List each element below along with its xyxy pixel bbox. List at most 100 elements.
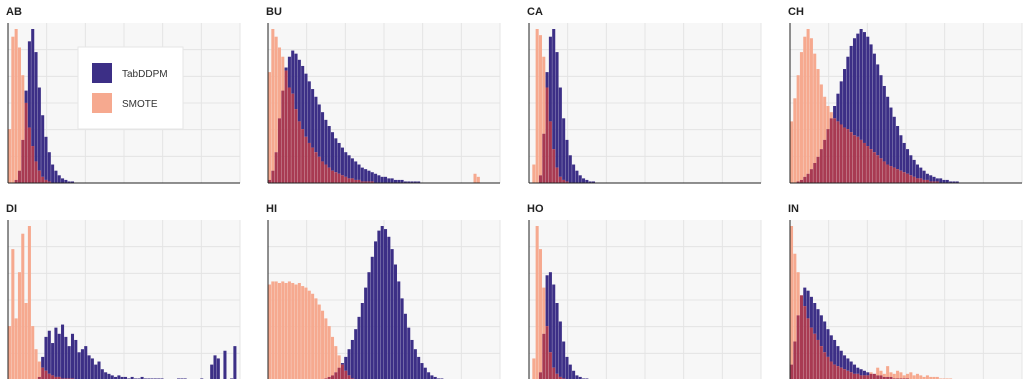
bar-smote	[324, 318, 328, 379]
bar-smote	[11, 249, 15, 379]
bar-tabddpm	[210, 364, 214, 379]
bar-tabddpm	[44, 136, 48, 180]
bar-tabddpm	[859, 369, 863, 376]
bar-overlap	[271, 170, 275, 183]
legend-box	[77, 46, 184, 130]
bar-tabddpm	[548, 272, 552, 353]
bar-tabddpm	[347, 155, 351, 179]
bar-tabddpm	[70, 181, 75, 183]
panel-ho: HO	[527, 203, 762, 379]
panel-hi: HI	[266, 203, 501, 379]
bar-tabddpm	[54, 327, 58, 377]
bar-tabddpm	[51, 164, 55, 183]
bar-tabddpm	[935, 178, 939, 182]
bar-smote	[274, 281, 278, 379]
bar-tabddpm	[407, 181, 411, 183]
bar-overlap	[935, 181, 939, 183]
bar-overlap	[852, 373, 857, 379]
bar-smote	[829, 112, 833, 119]
bar-overlap	[367, 181, 371, 183]
bar-tabddpm	[882, 85, 886, 162]
panel-di: DI	[6, 203, 241, 379]
bar-tabddpm	[84, 346, 88, 379]
bar-tabddpm	[294, 53, 298, 110]
bar-tabddpm	[47, 152, 51, 182]
bar-overlap	[843, 127, 847, 183]
bar-tabddpm	[51, 343, 55, 376]
bar-tabddpm	[955, 181, 959, 183]
bar-overlap	[287, 87, 291, 183]
bar-overlap	[809, 327, 813, 379]
bar-overlap	[347, 178, 351, 183]
bar-overlap	[27, 127, 31, 183]
bar-overlap	[819, 149, 823, 183]
bar-smote	[37, 361, 41, 377]
bar-tabddpm	[585, 179, 589, 183]
bar-overlap	[922, 179, 926, 183]
bar-smote	[274, 36, 278, 153]
bar-overlap	[829, 361, 833, 379]
bar-tabddpm	[360, 303, 364, 379]
bar-overlap	[324, 164, 328, 183]
histogram-bars	[268, 29, 480, 183]
bar-overlap	[839, 124, 843, 183]
bar-tabddpm	[354, 329, 358, 379]
bar-overlap	[330, 170, 335, 183]
bar-tabddpm	[849, 361, 853, 373]
bar-overlap	[879, 158, 883, 183]
bar-overlap	[281, 90, 285, 183]
bar-tabddpm	[836, 346, 840, 367]
bar-smote	[281, 56, 285, 91]
bar-tabddpm	[417, 356, 421, 379]
bar-tabddpm	[866, 36, 870, 147]
bar-smote	[906, 373, 910, 379]
bar-overlap	[826, 129, 830, 183]
bar-tabddpm	[839, 350, 843, 368]
bar-overlap	[849, 132, 853, 183]
bar-tabddpm	[347, 349, 351, 376]
bar-smote	[14, 29, 18, 180]
bar-tabddpm	[216, 358, 220, 379]
bar-overlap	[538, 175, 542, 183]
bar-tabddpm	[872, 53, 876, 153]
bar-tabddpm	[819, 315, 823, 347]
bar-overlap	[856, 373, 860, 379]
bar-tabddpm	[866, 372, 870, 376]
bar-smote	[925, 375, 929, 379]
bar-overlap	[925, 179, 929, 183]
bar-tabddpm	[552, 284, 556, 368]
panel-ca: CA	[527, 6, 762, 184]
bar-tabddpm	[377, 230, 381, 379]
bar-tabddpm	[337, 142, 341, 174]
bar-tabddpm	[393, 264, 397, 379]
bar-overlap	[823, 352, 827, 379]
bar-tabddpm	[562, 341, 566, 379]
bar-tabddpm	[344, 152, 348, 177]
bar-tabddpm	[324, 119, 328, 165]
bar-smote	[876, 367, 880, 376]
bar-tabddpm	[400, 179, 404, 183]
bar-tabddpm	[413, 181, 417, 183]
bar-tabddpm	[367, 170, 371, 182]
bar-smote	[793, 253, 797, 342]
bar-tabddpm	[104, 372, 108, 379]
bar-overlap	[344, 370, 348, 379]
bar-tabddpm	[90, 358, 94, 379]
bar-tabddpm	[852, 364, 857, 374]
bar-smote	[337, 355, 341, 368]
bar-tabddpm	[562, 118, 566, 180]
bar-overlap	[846, 129, 850, 183]
bar-overlap	[542, 133, 546, 183]
bar-tabddpm	[413, 349, 417, 379]
bar-smote	[24, 303, 28, 379]
bar-smote	[31, 326, 35, 379]
bar-smote	[311, 293, 315, 379]
bar-overlap	[24, 102, 28, 183]
histogram-bars	[8, 29, 75, 184]
bar-tabddpm	[575, 375, 579, 379]
bar-smote	[473, 173, 477, 183]
legend-label-smote: SMOTE	[122, 99, 158, 110]
bar-tabddpm	[357, 164, 361, 180]
gridlines	[8, 220, 241, 379]
bar-overlap	[565, 181, 569, 183]
